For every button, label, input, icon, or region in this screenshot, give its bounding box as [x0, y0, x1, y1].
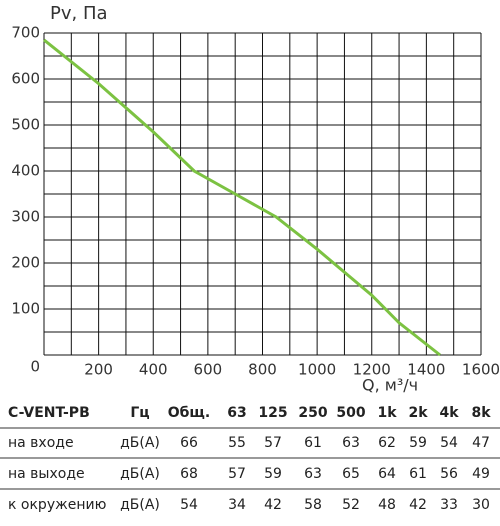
table-cell: 65	[342, 466, 360, 482]
x-tick-label: 400	[139, 361, 168, 379]
table-cell: 42	[409, 497, 427, 513]
table-cell: дБ(А)	[120, 497, 160, 513]
table-cell: 64	[378, 466, 396, 482]
table-cell: 48	[378, 497, 396, 513]
y-tick-label: 700	[11, 24, 40, 42]
table-cell: 30	[472, 497, 490, 513]
data-line	[43, 38, 441, 357]
table-cell: дБ(А)	[120, 466, 160, 482]
table-cell: 58	[304, 497, 322, 513]
table-cell: к окружению	[8, 497, 107, 513]
table-cell: 63	[304, 466, 322, 482]
x-tick-label: 800	[248, 361, 277, 379]
x-tick-label: 600	[194, 361, 223, 379]
table-header: Общ.	[168, 405, 210, 421]
table-cell: 66	[180, 435, 198, 451]
table-header: Гц	[130, 405, 149, 421]
x-tick-label: 1200	[353, 361, 391, 379]
table-cell: 54	[440, 435, 458, 451]
table-header: 8k	[471, 405, 491, 421]
table-cell: 54	[180, 497, 198, 513]
x-axis-label: Q, м³/ч	[362, 376, 418, 395]
table-cell: 61	[409, 466, 427, 482]
table-cell: 59	[409, 435, 427, 451]
x-tick-label: 1400	[407, 361, 445, 379]
table-cell: на входе	[8, 435, 74, 451]
table-cell: 62	[378, 435, 396, 451]
table-cell: 47	[472, 435, 490, 451]
table-header: 125	[258, 405, 287, 421]
table-cell: 34	[228, 497, 246, 513]
table-header: 2k	[408, 405, 428, 421]
table-cell: 68	[180, 466, 198, 482]
table-header: 500	[336, 405, 365, 421]
y-axis-label: Pv, Па	[50, 3, 108, 24]
table-cell: 52	[342, 497, 360, 513]
table-cell: 63	[342, 435, 360, 451]
y-tick-label: 0	[30, 358, 40, 376]
y-tick-label: 500	[11, 116, 40, 134]
table-cell: 49	[472, 466, 490, 482]
x-tick-label: 1000	[298, 361, 336, 379]
x-tick-label: 1600	[462, 361, 500, 379]
table-cell: 42	[264, 497, 282, 513]
table-cell: 33	[440, 497, 458, 513]
table-header: 63	[227, 405, 246, 421]
table-cell: 57	[228, 466, 246, 482]
y-tick-label: 300	[11, 208, 40, 226]
table-header: 4k	[439, 405, 459, 421]
table-header: 250	[298, 405, 327, 421]
table-cell: дБ(А)	[120, 435, 160, 451]
table-cell: 55	[228, 435, 246, 451]
table-cell: 56	[440, 466, 458, 482]
y-tick-label: 400	[11, 162, 40, 180]
y-tick-label: 200	[11, 254, 40, 272]
y-tick-label: 100	[11, 300, 40, 318]
y-tick-label: 600	[11, 70, 40, 88]
table-cell: 61	[304, 435, 322, 451]
table-header: 1k	[377, 405, 397, 421]
table-header: C-VENT-PB	[8, 405, 90, 421]
table-cell: 59	[264, 466, 282, 482]
table-cell: 57	[264, 435, 282, 451]
table-cell: на выходе	[8, 466, 85, 482]
x-tick-label: 200	[84, 361, 113, 379]
